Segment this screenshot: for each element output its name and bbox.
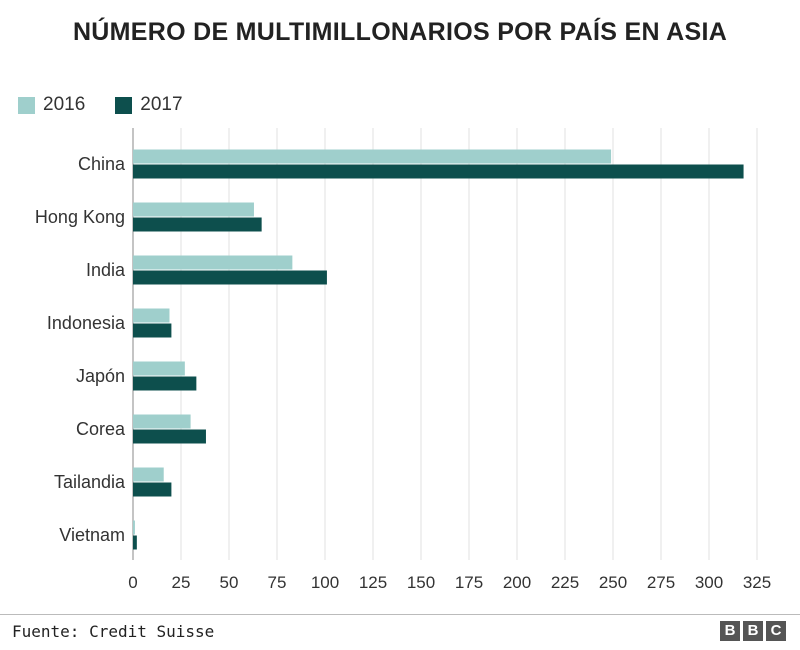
legend-item-2016: 2016 <box>18 94 85 116</box>
x-tick-label: 125 <box>359 573 387 592</box>
category-label: Vietnam <box>59 525 125 545</box>
bar-2017 <box>133 429 206 444</box>
legend-swatch-2017 <box>115 96 133 114</box>
category-label: China <box>78 154 126 174</box>
x-tick-label: 25 <box>172 573 191 592</box>
bar-2017 <box>133 535 137 550</box>
bar-2017 <box>133 376 197 391</box>
bbc-logo-letter: B <box>720 621 740 641</box>
bar-chart: China Hong Kong India Indonesia Japón Corea Ta… <box>35 128 771 592</box>
x-tick-label: 225 <box>551 573 579 592</box>
legend-swatch-2016 <box>18 96 35 114</box>
bar-2016 <box>133 149 612 164</box>
bar-2017 <box>133 323 172 338</box>
source-note: Fuente: Credit Suisse <box>12 622 215 641</box>
bbc-logo: B B C <box>717 621 786 641</box>
bbc-logo-letter: B <box>743 621 763 641</box>
x-tick-label: 100 <box>311 573 339 592</box>
bar-2016 <box>133 520 135 535</box>
bar-2017 <box>133 482 172 497</box>
x-tick-label: 0 <box>128 573 137 592</box>
category-label: Japón <box>76 366 125 386</box>
x-tick-label: 250 <box>599 573 627 592</box>
x-tick-label: 200 <box>503 573 531 592</box>
bar-2017 <box>133 217 262 232</box>
bar-2016 <box>133 255 293 270</box>
footer-divider <box>0 614 800 615</box>
x-tick-label: 275 <box>647 573 675 592</box>
category-label: India <box>86 260 126 280</box>
bar-2016 <box>133 202 254 217</box>
x-tick-label: 75 <box>268 573 287 592</box>
category-label: Hong Kong <box>35 207 125 227</box>
x-tick-label: 300 <box>695 573 723 592</box>
legend-item-2017: 2017 <box>115 94 183 116</box>
x-tick-label: 325 <box>743 573 771 592</box>
chart-legend: 2016 2017 <box>18 94 213 116</box>
category-label: Indonesia <box>47 313 126 333</box>
x-tick-label: 150 <box>407 573 435 592</box>
bar-2016 <box>133 414 191 429</box>
chart-title: NÚMERO DE MULTIMILLONARIOS POR PAÍS EN A… <box>72 18 728 46</box>
legend-label-2017: 2017 <box>140 94 183 115</box>
category-label: Tailandia <box>54 472 126 492</box>
bar-2017 <box>133 164 744 179</box>
bbc-logo-letter: C <box>766 621 786 641</box>
x-tick-label: 50 <box>220 573 239 592</box>
bar-2016 <box>133 467 164 482</box>
bar-2016 <box>133 361 185 376</box>
bar-2016 <box>133 308 170 323</box>
legend-label-2016: 2016 <box>43 94 86 115</box>
bar-2017 <box>133 270 327 285</box>
x-tick-label: 175 <box>455 573 483 592</box>
category-label: Corea <box>76 419 126 439</box>
